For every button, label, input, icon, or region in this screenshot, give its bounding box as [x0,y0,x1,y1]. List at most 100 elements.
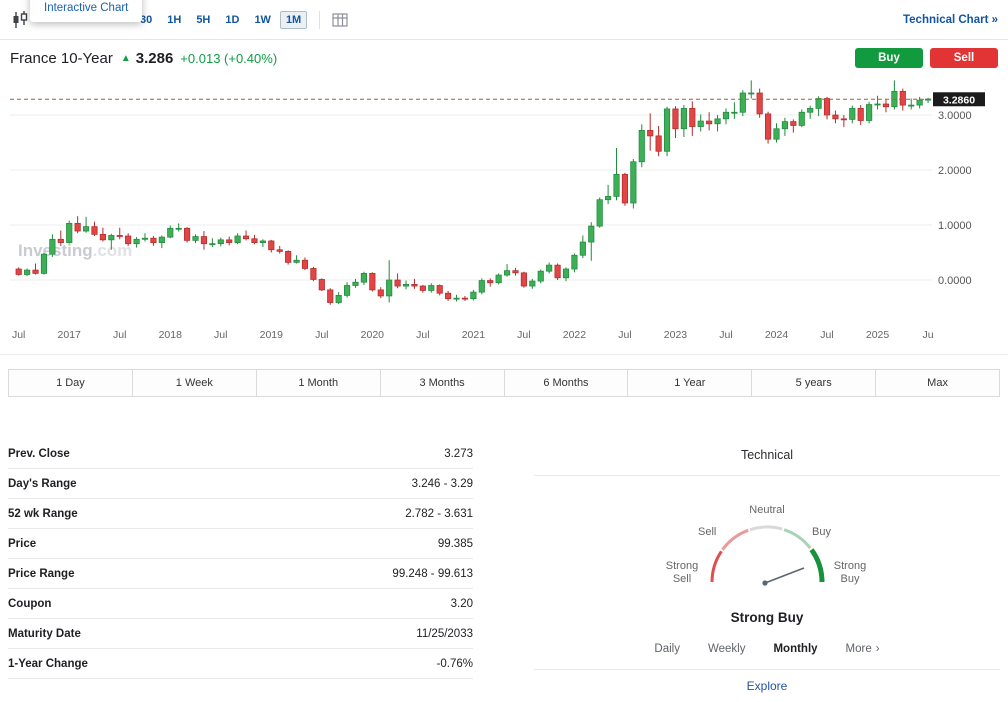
gauge-label-sell: Sell [698,526,717,538]
chart-area: 0.0000 1.0000 2.0000 3.0000 Investing.com 3.2… [0,72,1008,355]
buy-button[interactable]: Buy [855,48,923,68]
row-value: 99.385 [437,537,473,550]
technical-summary: Strong Buy [730,610,804,625]
row-value: 2.782 - 3.631 [405,507,473,520]
svg-text:2022: 2022 [563,329,587,341]
row-label: Coupon [8,597,52,610]
price-chart[interactable]: 0.0000 1.0000 2.0000 3.0000 Investing.com 3.2… [10,74,995,352]
interactive-chart-tooltip: Interactive Chart [30,0,143,22]
price-change: +0.013 (+0.40%) [180,50,278,66]
last-price: 3.286 [135,49,174,67]
svg-text:2025: 2025 [866,329,890,341]
row-value: 99.248 - 99.613 [392,567,473,580]
table-row: Prev. Close 3.273 [8,439,473,469]
gauge-dial [710,525,825,586]
svg-text:2024: 2024 [765,329,789,341]
range-6-months[interactable]: 6 Months [504,370,629,396]
svg-text:Jul: Jul [416,329,429,341]
svg-text:0.0000: 0.0000 [938,275,972,287]
row-value: -0.76% [436,657,473,670]
technical-tabs: Daily Weekly Monthly More › [534,643,1000,655]
gauge-label-strong-sell: Strong Sell [665,560,699,585]
range-5-years[interactable]: 5 years [752,370,877,396]
svg-text:1.0000: 1.0000 [938,220,972,232]
range-max[interactable]: Max [876,370,999,396]
svg-text:Jul: Jul [214,329,227,341]
up-arrow-icon: ▲ [120,52,131,64]
svg-text:2017: 2017 [58,329,82,341]
timeframe-5h[interactable]: 5H [190,11,216,29]
indicators-icon[interactable] [332,12,348,28]
table-row: Price Range 99.248 - 99.613 [8,559,473,589]
svg-text:Jul: Jul [517,329,530,341]
tab-weekly[interactable]: Weekly [707,643,746,655]
tab-daily[interactable]: Daily [654,643,680,655]
row-label: 1-Year Change [8,657,88,670]
row-label: Day's Range [8,477,77,490]
sell-button[interactable]: Sell [930,48,998,68]
range-1-day[interactable]: 1 Day [9,370,133,396]
gauge-label-neutral: Neutral [749,504,785,516]
gauge-needle [764,567,805,584]
more-label: More [845,643,872,655]
gauge-label-strong-buy: Strong Buy [833,560,867,585]
timeframe-1w[interactable]: 1W [248,11,277,29]
timeframe-1h[interactable]: 1H [161,11,187,29]
svg-text:Jul: Jul [12,329,25,341]
row-label: Prev. Close [8,447,70,460]
more-link[interactable]: More › [846,643,880,655]
row-label: Price Range [8,567,75,580]
instrument-header: France 10-Year ▲ 3.286 +0.013 (+0.40%) B… [0,40,1008,72]
row-value: 11/25/2033 [416,627,473,640]
row-value: 3.20 [450,597,473,610]
svg-text:2020: 2020 [361,329,385,341]
svg-text:Jul: Jul [113,329,126,341]
technical-title: Technical [534,439,1000,476]
svg-text:2023: 2023 [664,329,688,341]
range-1-week[interactable]: 1 Week [132,370,257,396]
timeframe-1d[interactable]: 1D [219,11,245,29]
instrument-title: France 10-Year [10,49,113,67]
table-row: Coupon 3.20 [8,589,473,619]
candlestick-chart-icon[interactable] [10,10,30,30]
range-3-months[interactable]: 3 Months [380,370,505,396]
toolbar-divider [319,10,321,29]
svg-text:Jul: Jul [820,329,833,341]
trade-buttons: Buy Sell [855,48,998,68]
svg-text:Jul: Jul [315,329,328,341]
svg-text:Jul: Jul [719,329,732,341]
timeframe-1m[interactable]: 1M [279,10,308,29]
table-row: Day's Range 3.246 - 3.29 [8,469,473,499]
svg-text:2021: 2021 [462,329,486,341]
table-row: 1-Year Change -0.76% [8,649,473,679]
table-row: 52 wk Range 2.782 - 3.631 [8,499,473,529]
bottom-section: Prev. Close 3.273 Day's Range 3.246 - 3.… [0,439,1008,702]
tab-monthly[interactable]: Monthly [773,643,818,655]
technical-chart-link[interactable]: Technical Chart » [902,13,998,26]
explore-link[interactable]: Explore [746,679,788,693]
chart-toolbar: 30 1H 5H 1D 1W 1M Technical Chart » Inte… [0,0,1008,40]
svg-text:Ju: Ju [923,329,934,341]
row-value: 3.273 [444,447,473,460]
timeframe-30[interactable]: 30 [134,11,158,29]
gauge-label-buy: Buy [812,526,831,538]
explore-row: Explore [534,669,1000,702]
chevron-right-icon: › [875,643,880,655]
row-label: Price [8,537,37,550]
svg-text:Jul: Jul [618,329,631,341]
technical-gauge: Neutral Sell Buy Strong Sell Strong Buy [534,476,1000,604]
timeframe-selector: 30 1H 5H 1D 1W 1M [134,10,308,29]
range-1-year[interactable]: 1 Year [628,370,753,396]
svg-text:3.0000: 3.0000 [938,110,972,122]
range-selector: 1 Day 1 Week 1 Month 3 Months 6 Months 1… [8,369,1000,397]
svg-text:2.0000: 2.0000 [938,165,972,177]
overview-table: Prev. Close 3.273 Day's Range 3.246 - 3.… [8,439,473,702]
svg-text:2018: 2018 [159,329,183,341]
row-label: Maturity Date [8,627,81,640]
technical-panel: Technical Neutral Sell Buy Strong Sell S… [534,439,1000,702]
table-row: Price 99.385 [8,529,473,559]
row-label: 52 wk Range [8,507,78,520]
row-value: 3.246 - 3.29 [411,477,473,490]
range-1-month[interactable]: 1 Month [256,370,381,396]
